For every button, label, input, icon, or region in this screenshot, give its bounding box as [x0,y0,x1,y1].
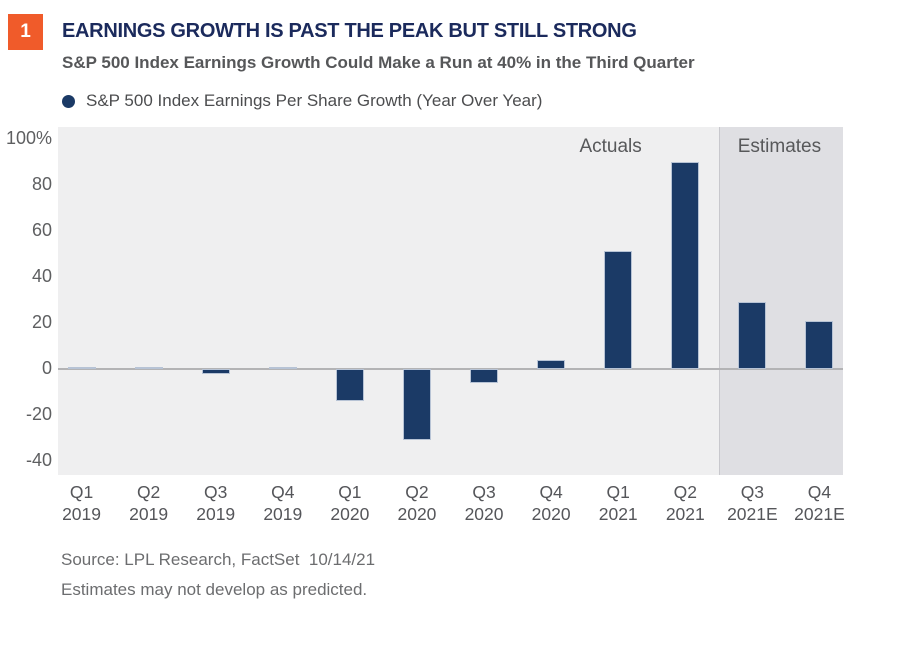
y-axis-tick-label: 20 [31,311,52,332]
x-axis: Q1 2019 Q2 2019 Q3 2019 Q4 2019 Q1 2020 Q2 2020 Q3 20… [48,481,853,527]
disclaimer: Estimates may not develop as predicted. [61,580,368,599]
bar-q4-2019 [268,366,297,369]
y-axis-tick-label: -40 [25,450,52,471]
bar-q3-2021e [738,302,767,369]
y-axis-tick-label: 60 [31,219,52,240]
legend-label: S&P 500 Index Earnings Per Share Growth … [86,91,543,110]
x-axis-tick-label: Q3 2020 [464,482,504,524]
bar-q4-2021e [805,320,834,369]
bar-q3-2020 [470,368,499,383]
annotation-estimates: Estimates [737,136,822,157]
plot-area: Actuals Estimates [58,127,843,475]
bar-q3-2019 [201,368,230,374]
x-axis-tick-label: Q1 2019 [62,482,101,524]
annotation-actuals: Actuals [579,136,642,157]
y-axis-tick-label: 80 [31,173,52,194]
x-axis-tick-label: Q2 2019 [129,482,169,524]
y-axis-tick-label: 0 [41,358,52,379]
x-axis-tick-label: Q3 2021E [727,482,778,524]
y-axis-tick-label: 40 [31,265,52,286]
estimates-band [718,127,843,475]
chart-title: EARNINGS GROWTH IS PAST THE PEAK BUT STI… [62,20,637,42]
x-axis-tick-label: Q1 2020 [330,482,370,524]
bar-q1-2019 [67,366,96,369]
x-axis-tick-label: Q2 2020 [397,482,437,524]
y-axis-tick-label: -20 [25,404,52,425]
x-axis-tick-label: Q4 2020 [531,482,571,524]
bar-q1-2021 [604,251,633,369]
x-axis-tick-label: Q1 2021 [598,482,638,524]
bar-q2-2020 [402,368,431,441]
x-axis-tick-label: Q4 2021E [794,482,845,524]
bar-q1-2020 [335,368,364,402]
legend: S&P 500 Index Earnings Per Share Growth … [62,90,542,112]
x-axis-tick-label: Q4 2019 [263,482,303,524]
bar-q4-2020 [537,359,566,369]
x-axis-tick-label: Q2 2021 [665,482,705,524]
bars-layer [58,127,843,475]
footer: Source: LPL Research, FactSet 10/14/21 E… [61,545,375,605]
source-note: Source: LPL Research, FactSet 10/14/21 [61,550,376,569]
chart-subtitle: S&P 500 Index Earnings Growth Could Make… [62,53,695,72]
y-axis-tick-label: 100% [5,127,52,148]
bar-q2-2019 [134,366,163,369]
zero-baseline [58,367,843,370]
figure-number-badge: 1 [8,14,43,50]
y-axis: 100% 80 60 40 20 0 -20 -40 [0,127,52,475]
bar-q2-2021 [671,161,700,369]
x-axis-tick-label: Q3 2019 [196,482,236,524]
legend-marker-icon [62,94,75,108]
